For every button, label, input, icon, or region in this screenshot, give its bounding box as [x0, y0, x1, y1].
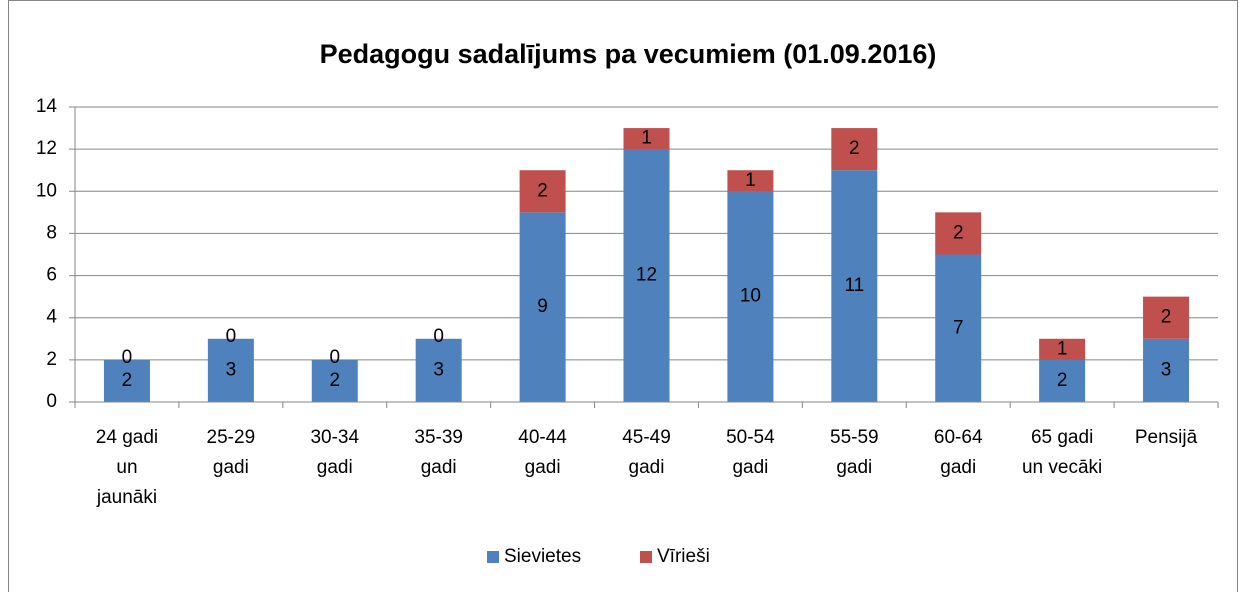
- bar-segment: [415, 338, 462, 402]
- x-tick-label: 40-44 gadi: [518, 427, 567, 478]
- legend-label: Vīrieši: [657, 546, 710, 567]
- data-label: 0: [226, 326, 237, 347]
- bar-segment: [519, 170, 566, 213]
- legend-swatch: [640, 551, 652, 563]
- data-label: 2: [329, 370, 340, 391]
- bar-segment: [935, 212, 982, 255]
- data-label: 2: [849, 138, 860, 159]
- bar-segment: [207, 338, 254, 402]
- data-label: 2: [537, 180, 548, 201]
- bar-segment: [1143, 338, 1190, 402]
- bar-segment: [1039, 338, 1086, 360]
- chart-frame: [8, 0, 1238, 597]
- data-label: 2: [122, 370, 133, 391]
- bar-segment: [623, 149, 670, 402]
- x-tick-label: Pensijā: [1135, 427, 1198, 448]
- bar-segment: [311, 359, 358, 402]
- bar-segment: [623, 128, 670, 150]
- bar-segment: [727, 191, 774, 402]
- x-tick-label: 65 gadi un vecāki: [1022, 427, 1102, 478]
- bar-segment: [1143, 296, 1190, 339]
- data-label: 9: [537, 296, 548, 317]
- data-label: 10: [740, 286, 761, 307]
- data-label: 1: [641, 128, 652, 149]
- y-tick-label: 14: [36, 96, 58, 117]
- y-tick-label: 6: [46, 265, 57, 286]
- y-tick-label: 10: [36, 180, 57, 201]
- y-tick-label: 8: [46, 222, 57, 243]
- bar-segment: [935, 254, 982, 402]
- bar-segment: [103, 359, 150, 402]
- data-label: 0: [122, 347, 133, 368]
- legend-label: Sievietes: [504, 546, 581, 567]
- x-tick-label: 45-49 gadi: [622, 427, 671, 478]
- y-tick-label: 0: [46, 391, 57, 412]
- bar-segment: [831, 128, 878, 171]
- data-label: 11: [844, 275, 864, 296]
- y-tick-label: 12: [36, 138, 57, 159]
- data-label: 1: [1057, 338, 1068, 359]
- y-tick-label: 4: [46, 307, 57, 328]
- bar-segment: [519, 212, 566, 402]
- bar-segment: [1039, 359, 1086, 402]
- data-label: 2: [953, 222, 964, 243]
- chart-title: Pedagogu sadalījums pa vecumiem (01.09.2…: [320, 39, 937, 69]
- x-tick-label: 25-29 gadi: [207, 427, 256, 478]
- data-label: 2: [1161, 307, 1172, 328]
- data-label: 3: [433, 359, 444, 380]
- data-label: 0: [329, 347, 340, 368]
- x-tick-label: 60-64 gadi: [934, 427, 983, 478]
- data-label: 1: [745, 170, 756, 191]
- legend-swatch: [487, 551, 499, 563]
- x-tick-label: 30-34 gadi: [310, 427, 359, 478]
- bar-segment: [831, 170, 878, 402]
- data-label: 3: [1161, 359, 1172, 380]
- data-label: 7: [953, 317, 964, 338]
- x-tick-label: 35-39 gadi: [414, 427, 463, 478]
- data-label: 12: [636, 265, 657, 286]
- x-tick-label: 55-59 gadi: [830, 427, 879, 478]
- bar-segment: [727, 170, 774, 192]
- data-label: 2: [1057, 370, 1068, 391]
- data-label: 3: [226, 359, 237, 380]
- x-tick-label: 24 gadi un jaunāki: [96, 427, 158, 508]
- x-tick-label: 50-54 gadi: [726, 427, 775, 478]
- y-tick-label: 2: [46, 349, 57, 370]
- data-label: 0: [433, 326, 444, 347]
